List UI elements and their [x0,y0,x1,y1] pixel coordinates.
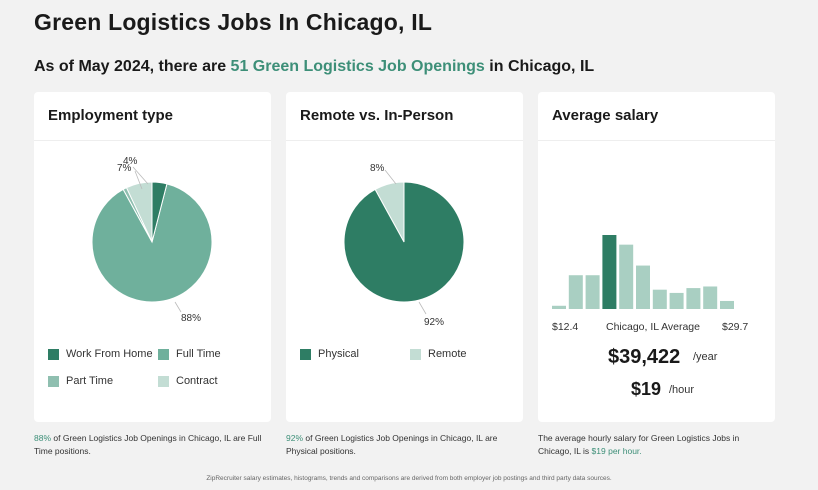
legend-label: Work From Home [66,348,153,360]
legend-label: Part Time [66,375,114,387]
pie-label-wfh: 4% [123,156,138,167]
legend-work-from-home: Work From Home [48,348,153,360]
histogram-bar [720,300,734,309]
job-openings-link[interactable]: 51 Green Logistics Job Openings [230,58,485,75]
salary-yearly-unit: /year [693,351,718,363]
legend-label: Physical [318,348,359,360]
subtitle-prefix: As of May 2024, there are [34,58,231,75]
salary-hourly-unit: /hour [669,384,695,396]
histogram-bar [703,286,718,309]
histogram-bar [602,235,617,309]
remote-footnote: 92% of Green Logistics Job Openings in C… [286,432,516,458]
pie-label-contract: 7% [117,163,132,174]
legend-label: Remote [428,348,467,360]
employment-slice-full-time [91,183,213,303]
card-divider [538,140,775,141]
salary-axis-min: $12.4 [552,321,579,333]
legend-part-time: Part Time [48,375,113,387]
leader-line-remote [384,169,397,185]
legend-full-time: Full Time [158,348,221,360]
leader-line-physical [418,301,427,315]
legend-physical: Physical [300,348,359,360]
legend-remote: Remote [410,348,467,360]
page-title: Green Logistics Jobs In Chicago, IL [34,9,433,35]
legend-swatch [158,348,169,360]
pie-label-fulltime: 88% [181,313,201,324]
legend-label: Contract [176,375,218,387]
histogram-bar [619,244,634,309]
source-note: ZipRecruiter salary estimates, histogram… [206,475,612,482]
remote-footnote-text: of Green Logistics Job Openings in Chica… [286,433,498,456]
legend-label: Full Time [176,348,221,360]
leader-line-contract [134,170,143,190]
salary-title: Average salary [552,107,659,124]
page-subtitle: As of May 2024, there are 51 Green Logis… [34,58,594,76]
leader-line-wfh [132,166,149,185]
histogram-bar [669,292,684,309]
remote-footnote-pct: 92% [286,433,304,443]
remote-slice-physical [343,181,465,303]
histogram-bar [686,288,701,309]
employment-footnote-text: of Green Logistics Job Openings in Chica… [34,433,262,456]
histogram-bar [636,265,650,309]
salary-yearly: $39,422 [608,346,681,368]
subtitle-suffix: in Chicago, IL [484,58,595,75]
employment-type-title: Employment type [48,107,174,124]
salary-footnote: The average hourly salary for Green Logi… [538,432,773,458]
legend-swatch [300,348,311,360]
employment-footnote: 88% of Green Logistics Job Openings in C… [34,432,264,458]
salary-footnote-text: The average hourly salary for Green Logi… [538,433,740,456]
legend-swatch [410,348,421,360]
remote-pie: 8% 92% [343,163,465,328]
legend-swatch [48,375,59,387]
histogram-bar [585,275,600,309]
employment-type-card: Employment type 7% 4% 88% Work From Home… [34,92,271,422]
salary-footnote-highlight: $19 per hour. [591,446,642,456]
remote-title: Remote vs. In-Person [300,107,454,124]
legend-swatch [48,348,59,360]
histogram-bar [568,275,583,309]
salary-axis-max: $29.7 [722,321,749,333]
salary-card: Average salary $12.4 Chicago, IL Average… [538,92,775,422]
employment-footnote-pct: 88% [34,433,52,443]
employment-slice-work-from-home [151,181,168,243]
employment-type-pie: 7% 4% 88% [91,156,213,324]
salary-axis-mid: Chicago, IL Average [606,321,700,333]
card-divider [34,140,271,141]
leader-line-fulltime [174,301,182,313]
pie-label-remote: 8% [370,163,385,174]
legend-contract: Contract [158,375,218,387]
pie-label-physical: 92% [424,317,444,328]
remote-card: Remote vs. In-Person 8% 92% Physical Rem… [286,92,523,422]
legend-swatch [158,375,169,387]
salary-histogram [552,235,734,309]
histogram-bar [552,305,566,309]
card-divider [286,140,523,141]
salary-hourly: $19 [631,379,662,399]
histogram-bar [652,289,667,309]
